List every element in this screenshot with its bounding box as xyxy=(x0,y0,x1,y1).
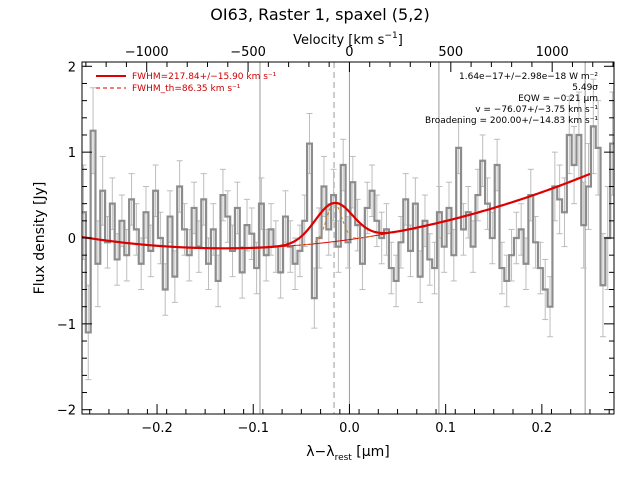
chart-title: OI63, Raster 1, spaxel (5,2) xyxy=(210,5,429,24)
top-axis-label-sup: −1 xyxy=(384,31,397,41)
y-tick-label: 1 xyxy=(68,146,76,161)
top-tick-label: −500 xyxy=(230,45,266,60)
top-tick-label: 1000 xyxy=(536,45,569,60)
top-tick-label: 0 xyxy=(345,45,353,60)
top-tick-label: −1000 xyxy=(125,45,169,60)
top-tick-label: 500 xyxy=(438,45,463,60)
annotation-broadening: Broadening = 200.00+/−14.83 km s⁻¹ xyxy=(425,116,598,126)
top-axis-label: Velocity [km s−1] xyxy=(293,31,403,48)
top-axis-label-main: Velocity [km s xyxy=(293,33,385,48)
x-axis-label-sub: rest xyxy=(335,453,353,463)
x-axis-label-main: λ−λ xyxy=(306,444,334,460)
annotation-significance: 5.49σ xyxy=(572,83,598,93)
x-tick-label: −0.2 xyxy=(141,421,173,436)
spectrum-series xyxy=(82,125,614,334)
top-axis-label-end: ] xyxy=(398,33,403,48)
y-axis-label: Flux density [Jy] xyxy=(32,182,48,295)
plot-content xyxy=(82,62,614,414)
y-tick-label: −2 xyxy=(57,404,76,419)
instrumental-profile-line xyxy=(295,202,373,246)
x-tick-label: 0.1 xyxy=(435,421,456,436)
fit-annotations: 1.64e−17+/−2.98e−18 W m⁻² 5.49σ EQW = −0… xyxy=(425,72,598,126)
legend: FWHM=217.84+/−15.90 km s⁻¹ FWHM_th=86.35… xyxy=(96,72,277,94)
y-tick-label: 0 xyxy=(68,232,76,247)
x-axis-label-unit: [μm] xyxy=(352,444,390,460)
x-tick-label: 0.2 xyxy=(532,421,553,436)
y-tick-label: −1 xyxy=(57,318,76,333)
annotation-velocity: v = −76.07+/−3.75 km s⁻¹ xyxy=(475,105,598,115)
x-tick-label: 0.0 xyxy=(339,421,360,436)
total-fit-line xyxy=(82,172,591,250)
x-tick-label: −0.1 xyxy=(237,421,269,436)
x-axis-label: λ−λrest [μm] xyxy=(306,444,390,463)
annotation-flux: 1.64e−17+/−2.98e−18 W m⁻² xyxy=(459,72,598,82)
legend-item-fwhm-th: FWHM_th=86.35 km s⁻¹ xyxy=(132,84,241,94)
y-tick-label: 2 xyxy=(68,60,76,75)
axis-ticks: −0.2 −0.1 0.0 0.1 0.2 −2 −1 0 1 2 −1000 −500 0 500 100… xyxy=(57,45,614,436)
legend-item-fwhm: FWHM=217.84+/−15.90 km s⁻¹ xyxy=(132,72,277,82)
annotation-eqw: EQW = −0.21 μm xyxy=(518,94,598,104)
